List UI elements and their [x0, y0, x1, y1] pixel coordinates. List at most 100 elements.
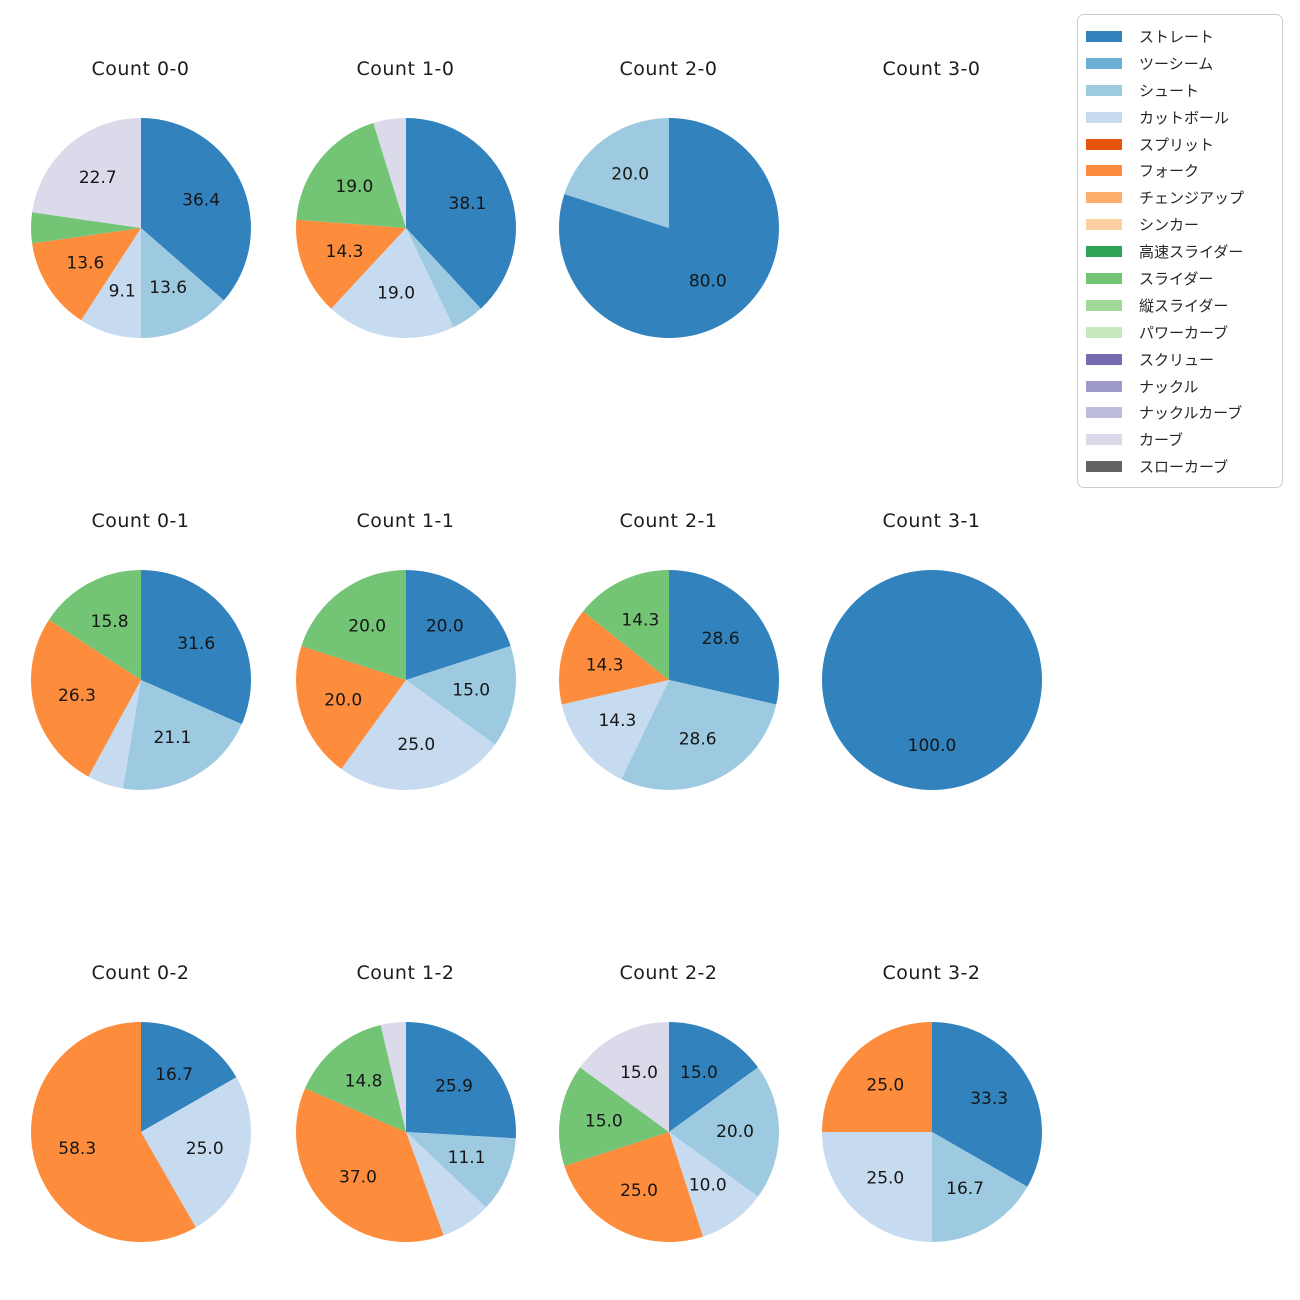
- pie-slice: [122, 680, 242, 790]
- legend-label: カットボール: [1139, 108, 1230, 127]
- pie-percent-label: 10.0: [688, 1175, 726, 1195]
- pie-percent-label: 14.3: [585, 655, 623, 675]
- chart-title: Count 3-2: [882, 962, 981, 984]
- legend-swatch: [1086, 407, 1122, 419]
- pie-percent-label: 20.0: [716, 1122, 754, 1142]
- legend-swatch: [1086, 57, 1122, 69]
- legend-item: スローカーブ: [1086, 453, 1282, 480]
- pie-slice: [405, 118, 516, 309]
- pie-percent-label: 25.0: [866, 1075, 904, 1095]
- pie-chart: 15.0 20.0 10.0 25.0 15.0 15.0: [558, 1022, 779, 1243]
- legend-label: シンカー: [1139, 216, 1200, 235]
- chart-title: Count 2-2: [619, 962, 718, 984]
- chart-title: Count 2-1: [619, 510, 718, 532]
- pie-chart: 80.0 20.0: [558, 118, 779, 338]
- legend-swatch: [1086, 219, 1122, 231]
- legend: ストレート ツーシーム シュート カットボール スプリット フォーク チェンジアップ シンカー…: [1077, 14, 1283, 488]
- pie-slice: [30, 619, 141, 777]
- legend-swatch: [1086, 30, 1122, 42]
- pie-slice: [405, 646, 516, 745]
- pie-slice: [668, 1022, 758, 1132]
- pie-slice: [405, 1132, 486, 1236]
- pie-percent-label: 80.0: [688, 271, 726, 291]
- pie-slice: [48, 570, 141, 680]
- pie-slice: [30, 1022, 196, 1242]
- pie-percent-label: 19.0: [377, 283, 415, 303]
- subplot-count-0-0: Count 0-0 36.4 13.6 9.1 13.6 22.7: [9, 0, 272, 452]
- pie-percent-label: 28.6: [701, 629, 739, 649]
- legend-swatch: [1086, 434, 1122, 446]
- pie-slice: [558, 1067, 669, 1166]
- legend-label: スライダー: [1139, 269, 1214, 288]
- subplot-count-3-2: Count 3-2 33.3 16.7 25.0 25.0: [800, 904, 1063, 1300]
- chart-title: Count 3-1: [882, 510, 981, 532]
- pie-percent-label: 14.3: [325, 242, 363, 262]
- pie-chart: 100.0: [821, 570, 1042, 790]
- legend-label: 縦スライダー: [1139, 296, 1229, 315]
- pie-slice: [80, 228, 141, 338]
- pie-chart: 38.1 19.0 14.3 19.0: [295, 118, 516, 338]
- legend-label: パワーカーブ: [1139, 323, 1229, 342]
- pie-slice: [668, 1067, 779, 1197]
- pie-chart: 25.9 11.1 37.0 14.8: [295, 1022, 516, 1243]
- pie-percent-label: 20.0: [324, 690, 362, 710]
- legend-item: ストレート: [1086, 23, 1282, 50]
- legend-label: スローカーブ: [1139, 458, 1229, 477]
- pie-percent-label: 20.0: [348, 617, 386, 637]
- legend-label: ナックル: [1139, 377, 1199, 396]
- pie-percent-label: 26.3: [58, 686, 96, 706]
- legend-swatch: [1086, 192, 1122, 204]
- subplot-count-0-2: Count 0-2 16.7 25.0 58.3: [9, 904, 272, 1300]
- legend-item: ナックルカーブ: [1086, 399, 1282, 426]
- pie-slice: [931, 1022, 1042, 1187]
- pie-percent-label: 13.6: [149, 278, 187, 298]
- pie-slice: [140, 570, 251, 725]
- pie-slice: [821, 570, 1042, 790]
- pie-slice: [821, 1022, 932, 1132]
- pie-slice: [295, 646, 406, 769]
- pie-slice: [579, 1022, 669, 1132]
- pie-percent-label: 19.0: [335, 177, 373, 197]
- legend-item: カーブ: [1086, 426, 1282, 453]
- legend-item: フォーク: [1086, 157, 1282, 184]
- pie-percent-label: 28.6: [678, 729, 716, 749]
- pie-slice: [405, 1022, 516, 1139]
- pie-percent-label: 13.6: [66, 253, 104, 273]
- pie-slice: [340, 680, 495, 791]
- legend-label: ツーシーム: [1139, 54, 1214, 73]
- legend-item: 高速スライダー: [1086, 238, 1282, 265]
- pie-chart: 36.413.69.113.622.7: [30, 117, 251, 339]
- pie-slice: [31, 117, 141, 228]
- legend-swatch: [1086, 272, 1122, 284]
- pie-slice: [31, 228, 141, 321]
- pie-percent-label: 15.0: [452, 680, 490, 700]
- pie-percent-label: 14.8: [344, 1071, 382, 1091]
- chart-title: Count 1-0: [356, 58, 455, 80]
- legend-item: ツーシーム: [1086, 50, 1282, 77]
- pie-percent-label: 16.7: [946, 1179, 984, 1199]
- legend-item: チェンジアップ: [1086, 184, 1282, 211]
- pie-percent-label: 25.9: [435, 1077, 473, 1097]
- pie-slice: [140, 1077, 251, 1228]
- legend-label: フォーク: [1139, 162, 1200, 181]
- pie-slice: [295, 1088, 444, 1243]
- pie-percent-label: 37.0: [339, 1167, 377, 1187]
- pie-slice: [140, 228, 224, 339]
- pie-slice: [558, 611, 669, 705]
- subplot-count-1-2: Count 1-2 25.9 11.1 37.0 14.8: [274, 904, 537, 1300]
- legend-swatch: [1086, 326, 1122, 338]
- chart-title: Count 0-1: [91, 510, 190, 532]
- pie-slice: [561, 680, 669, 780]
- subplot-count-1-1: Count 1-1 20.0 15.0 25.0 20.0 20.0: [274, 452, 537, 904]
- pie-slice: [380, 1022, 406, 1132]
- pie-slice: [140, 118, 251, 301]
- chart-title: Count 0-2: [91, 962, 190, 984]
- legend-label: シュート: [1139, 81, 1200, 100]
- legend-label: スクリュー: [1139, 350, 1215, 369]
- legend-swatch: [1086, 380, 1122, 392]
- pie-slice: [563, 1132, 703, 1243]
- pie-slice: [405, 1132, 516, 1208]
- pie-chart: 16.7 25.0 58.3: [30, 1022, 251, 1242]
- pie-percent-label: 20.0: [611, 165, 649, 185]
